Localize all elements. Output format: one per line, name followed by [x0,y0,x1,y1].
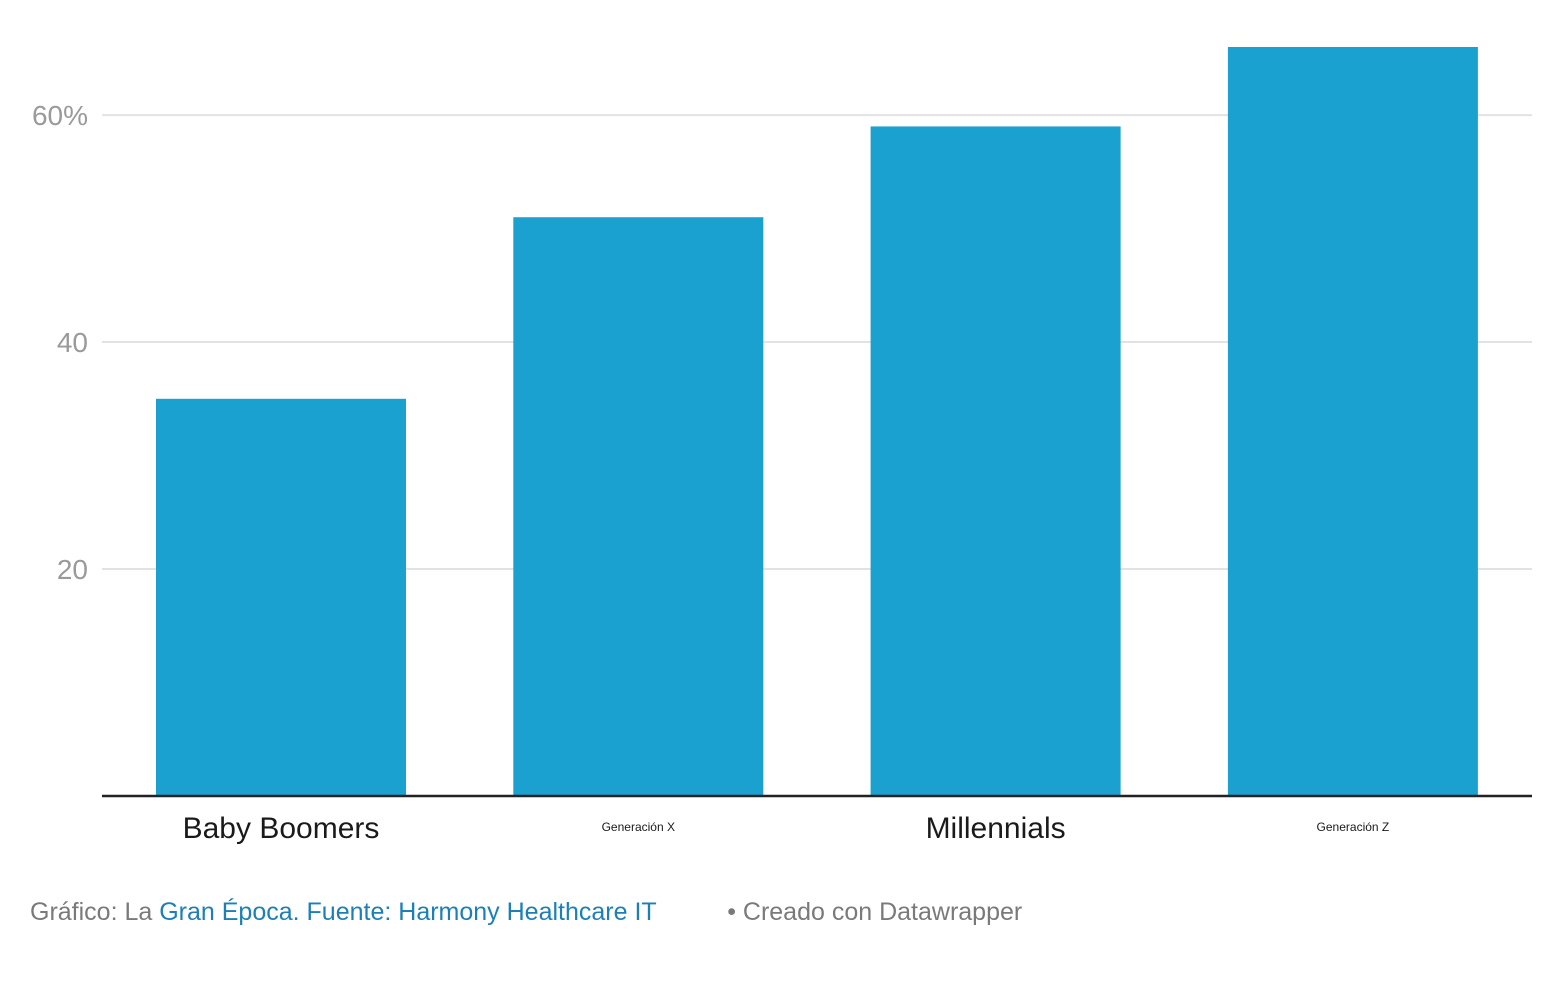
bar [156,398,406,796]
chart-footer: Gráfico: La Gran Época. Fuente: Harmony … [30,898,1022,927]
x-category-label: Millennials [926,812,1066,845]
x-axis-category-labels: Baby Boomers Generación X Millennials Gener… [183,812,1390,845]
y-tick-label: 60% [32,100,88,131]
footer-credit: • Creado con Datawrapper [727,898,1023,926]
x-category-label: Baby Boomers [183,812,380,845]
y-tick-label: 20 [57,554,88,585]
bars [156,47,1478,796]
bar-chart: 20 40 60% Baby Boomers Generación X Millenni… [32,47,1532,845]
bar [870,126,1121,796]
x-category-label: Generación Z [1317,820,1390,834]
y-axis-tick-labels: 20 40 60% [32,100,88,585]
y-tick-label: 40 [57,327,88,358]
footer-source-link[interactable]: Gran Época. Fuente: Harmony Healthcare I… [159,898,657,926]
footer-prefix: Gráfico: La [30,898,153,926]
bar [513,217,764,796]
x-category-label: Generación X [602,820,675,834]
bar [1227,47,1478,796]
